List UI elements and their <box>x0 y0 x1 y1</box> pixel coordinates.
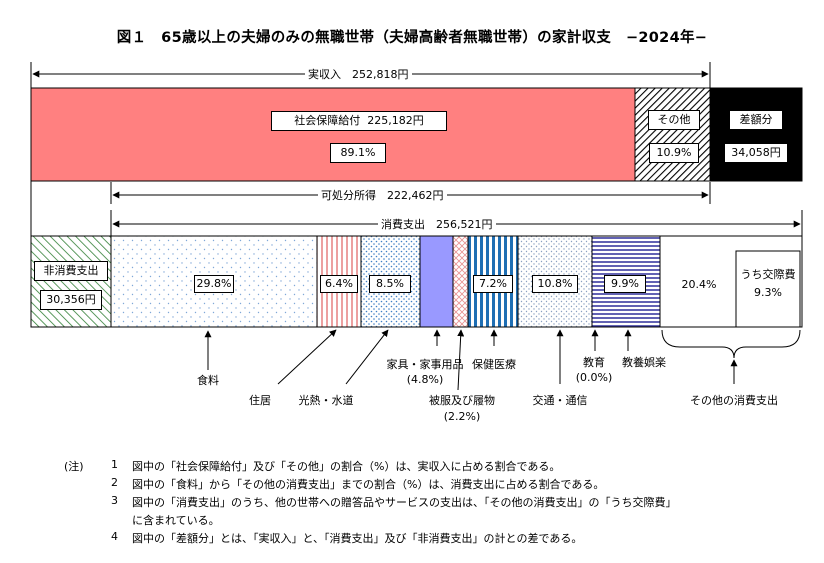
leader-utilities <box>345 329 389 385</box>
other-consumption-brace <box>661 329 801 359</box>
non-consumption-amount-box: 30,356円 <box>40 290 102 310</box>
callout-clothing-pct: (2.2%) <box>443 410 481 423</box>
note-4: 図中の「差額分」とは、「実収入」と、「消費支出」及び「非消費支出」の計との差であ… <box>132 532 583 545</box>
bar-social-security <box>30 87 636 182</box>
callout-other-consumption: その他の消費支出 <box>690 394 778 407</box>
medical-pct-box: 7.2% <box>473 275 513 293</box>
bar-other-income <box>634 87 711 182</box>
other-income-pct-box: 10.9% <box>649 143 699 163</box>
callout-education-pct: (0.0%) <box>575 371 613 384</box>
medical-pct: 7.2% <box>479 277 507 290</box>
note-3-continued: に含まれている。 <box>132 514 220 527</box>
housing-pct-box: 6.4% <box>320 275 358 293</box>
bar-non-consumption <box>30 235 112 328</box>
callout-furniture-pct: (4.8%) <box>406 373 444 386</box>
non-consumption-amount: 30,356円 <box>46 293 96 306</box>
other-consumption-pct: 20.4% <box>681 278 717 291</box>
social-security-pct-box: 89.1% <box>330 143 386 163</box>
notes-marker: (注) <box>64 460 84 473</box>
callout-recreation: 教養娯楽 <box>622 356 666 369</box>
callout-education: 教育 <box>583 356 605 369</box>
callout-housing: 住居 <box>249 394 271 407</box>
other-income-name-box: その他 <box>648 110 700 130</box>
difference-name: 差額分 <box>739 113 773 126</box>
recreation-pct-box: 9.9% <box>604 275 646 293</box>
transport-pct-box: 10.8% <box>532 275 578 293</box>
consumption-bracket-label: 消費支出 256,521円 <box>378 216 496 232</box>
note-3: 図中の「消費支出」のうち、他の世帯への贈答品やサービスの支出は、「その他の消費支… <box>132 496 677 509</box>
difference-amount: 34,058円 <box>731 146 781 159</box>
other-income-name: その他 <box>657 113 691 126</box>
bar-clothing <box>452 235 469 328</box>
note-3-number: 3 <box>111 494 118 507</box>
note-4-number: 4 <box>111 530 118 543</box>
callout-food: 食料 <box>197 374 219 387</box>
utilities-pct-box: 8.5% <box>369 275 411 293</box>
social-security-pct: 89.1% <box>340 146 376 159</box>
social-security-name: 社会保障給付 <box>294 114 361 127</box>
note-2: 図中の「食料」から「その他の消費支出」までの割合（%）は、消費支出に占める割合で… <box>132 478 605 491</box>
note-1: 図中の「社会保障給付」及び「その他」の割合（%）は、実収入に占める割合である。 <box>132 460 561 473</box>
transport-pct: 10.8% <box>537 277 573 290</box>
difference-name-box: 差額分 <box>729 110 783 130</box>
callout-transport: 交通・通信 <box>532 394 588 407</box>
social-expenses-pct: 9.3% <box>754 286 782 299</box>
housing-pct: 6.4% <box>325 277 353 290</box>
food-pct-box: 29.8% <box>194 275 234 293</box>
leader-housing <box>277 329 337 385</box>
bar-social-expenses <box>735 250 801 328</box>
callout-clothing: 被服及び履物 <box>429 394 495 407</box>
non-consumption-name-box: 非消費支出 <box>34 261 108 281</box>
callout-utilities: 光熱・水道 <box>298 394 354 407</box>
callout-medical: 保健医療 <box>472 358 516 371</box>
bar-difference <box>709 87 803 182</box>
non-consumption-name: 非消費支出 <box>43 264 99 277</box>
other-income-pct: 10.9% <box>656 146 692 159</box>
recreation-pct: 9.9% <box>611 277 639 290</box>
bar-recreation <box>591 235 661 328</box>
bar-furniture <box>419 235 454 328</box>
leader-clothing <box>457 329 465 391</box>
disposable-bracket-label: 可処分所得 222,462円 <box>318 187 447 203</box>
difference-amount-box: 34,058円 <box>724 143 788 163</box>
social-expenses-name: うち交際費 <box>740 268 796 281</box>
social-security-label-box: 社会保障給付 225,182円 <box>271 111 447 131</box>
income-bracket-label: 実収入 252,818円 <box>305 66 412 82</box>
food-pct: 29.8% <box>196 277 232 290</box>
utilities-pct: 8.5% <box>376 277 404 290</box>
callout-furniture: 家具・家事用品 <box>386 358 464 371</box>
social-security-amount: 225,182円 <box>367 114 424 127</box>
chart-title: 図１ 65歳以上の夫婦のみの無職世帯（夫婦高齢者無職世帯）の家計収支 −2024… <box>116 30 708 46</box>
note-1-number: 1 <box>111 458 118 471</box>
note-2-number: 2 <box>111 476 118 489</box>
